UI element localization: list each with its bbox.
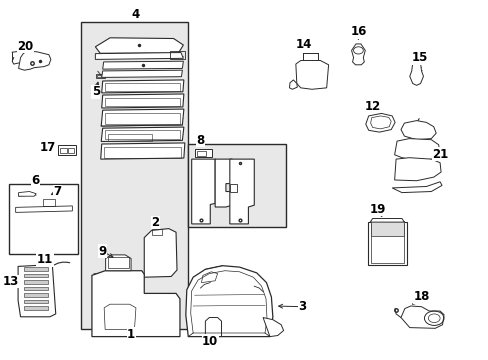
Polygon shape xyxy=(394,158,440,181)
Text: 9: 9 xyxy=(99,245,106,258)
Bar xyxy=(107,134,151,141)
Bar xyxy=(170,51,184,59)
Text: 19: 19 xyxy=(368,203,385,216)
Polygon shape xyxy=(400,121,435,140)
Polygon shape xyxy=(229,159,254,224)
Bar xyxy=(24,267,48,271)
Text: 10: 10 xyxy=(202,335,218,348)
Polygon shape xyxy=(409,63,423,85)
Bar xyxy=(24,280,48,284)
Bar xyxy=(194,149,211,157)
Bar xyxy=(81,22,188,329)
Text: 21: 21 xyxy=(431,148,447,161)
Polygon shape xyxy=(215,159,232,207)
Polygon shape xyxy=(289,80,297,89)
Polygon shape xyxy=(263,318,283,337)
Bar xyxy=(24,293,48,297)
Polygon shape xyxy=(102,61,183,69)
Text: 4: 4 xyxy=(132,8,140,21)
Bar xyxy=(104,83,180,91)
Polygon shape xyxy=(19,192,36,196)
Text: 8: 8 xyxy=(196,134,204,147)
Polygon shape xyxy=(102,80,183,93)
Polygon shape xyxy=(101,143,184,159)
Bar xyxy=(24,300,48,303)
Polygon shape xyxy=(144,229,177,277)
Text: 15: 15 xyxy=(410,51,427,64)
Polygon shape xyxy=(101,109,183,126)
Text: 18: 18 xyxy=(412,291,429,303)
Polygon shape xyxy=(365,113,394,132)
Bar xyxy=(9,184,78,254)
Bar xyxy=(60,148,67,153)
Polygon shape xyxy=(95,53,183,59)
Polygon shape xyxy=(102,70,182,77)
Text: 12: 12 xyxy=(364,100,380,113)
Polygon shape xyxy=(16,206,72,212)
Polygon shape xyxy=(205,318,221,337)
Text: 6: 6 xyxy=(31,174,39,186)
Bar xyxy=(68,148,74,153)
Bar xyxy=(24,274,48,277)
Polygon shape xyxy=(394,139,439,160)
Polygon shape xyxy=(19,51,51,70)
Bar xyxy=(43,199,55,206)
Text: 16: 16 xyxy=(349,25,366,38)
Text: 3: 3 xyxy=(298,300,305,313)
Bar xyxy=(104,113,180,124)
Polygon shape xyxy=(95,38,183,53)
Bar xyxy=(104,98,180,106)
Bar xyxy=(188,144,285,227)
Polygon shape xyxy=(191,159,215,224)
Bar xyxy=(367,222,406,265)
Text: 1: 1 xyxy=(127,328,135,341)
Polygon shape xyxy=(102,94,183,108)
Polygon shape xyxy=(351,44,365,65)
Bar xyxy=(24,306,48,310)
Text: 20: 20 xyxy=(17,40,34,53)
Polygon shape xyxy=(105,255,131,271)
Polygon shape xyxy=(101,127,183,141)
Polygon shape xyxy=(18,265,56,317)
Polygon shape xyxy=(369,219,404,222)
Polygon shape xyxy=(295,60,328,89)
Bar xyxy=(97,75,101,77)
Text: 5: 5 xyxy=(92,85,100,98)
Text: 13: 13 xyxy=(2,275,19,288)
Bar xyxy=(103,147,181,158)
Polygon shape xyxy=(229,184,236,192)
Bar xyxy=(370,224,403,263)
Text: 2: 2 xyxy=(151,216,159,229)
Bar xyxy=(196,151,206,156)
Bar xyxy=(370,221,403,236)
Text: 11: 11 xyxy=(37,253,53,266)
Bar xyxy=(151,229,162,235)
Polygon shape xyxy=(400,306,443,328)
Bar xyxy=(58,145,76,155)
Text: 14: 14 xyxy=(295,39,312,51)
Polygon shape xyxy=(391,182,441,193)
Text: 17: 17 xyxy=(40,141,56,154)
Bar xyxy=(104,130,180,139)
Polygon shape xyxy=(185,266,272,337)
Bar xyxy=(96,74,104,78)
Polygon shape xyxy=(92,271,180,337)
Text: 7: 7 xyxy=(54,185,61,198)
Bar xyxy=(24,287,48,290)
Bar xyxy=(107,257,129,268)
